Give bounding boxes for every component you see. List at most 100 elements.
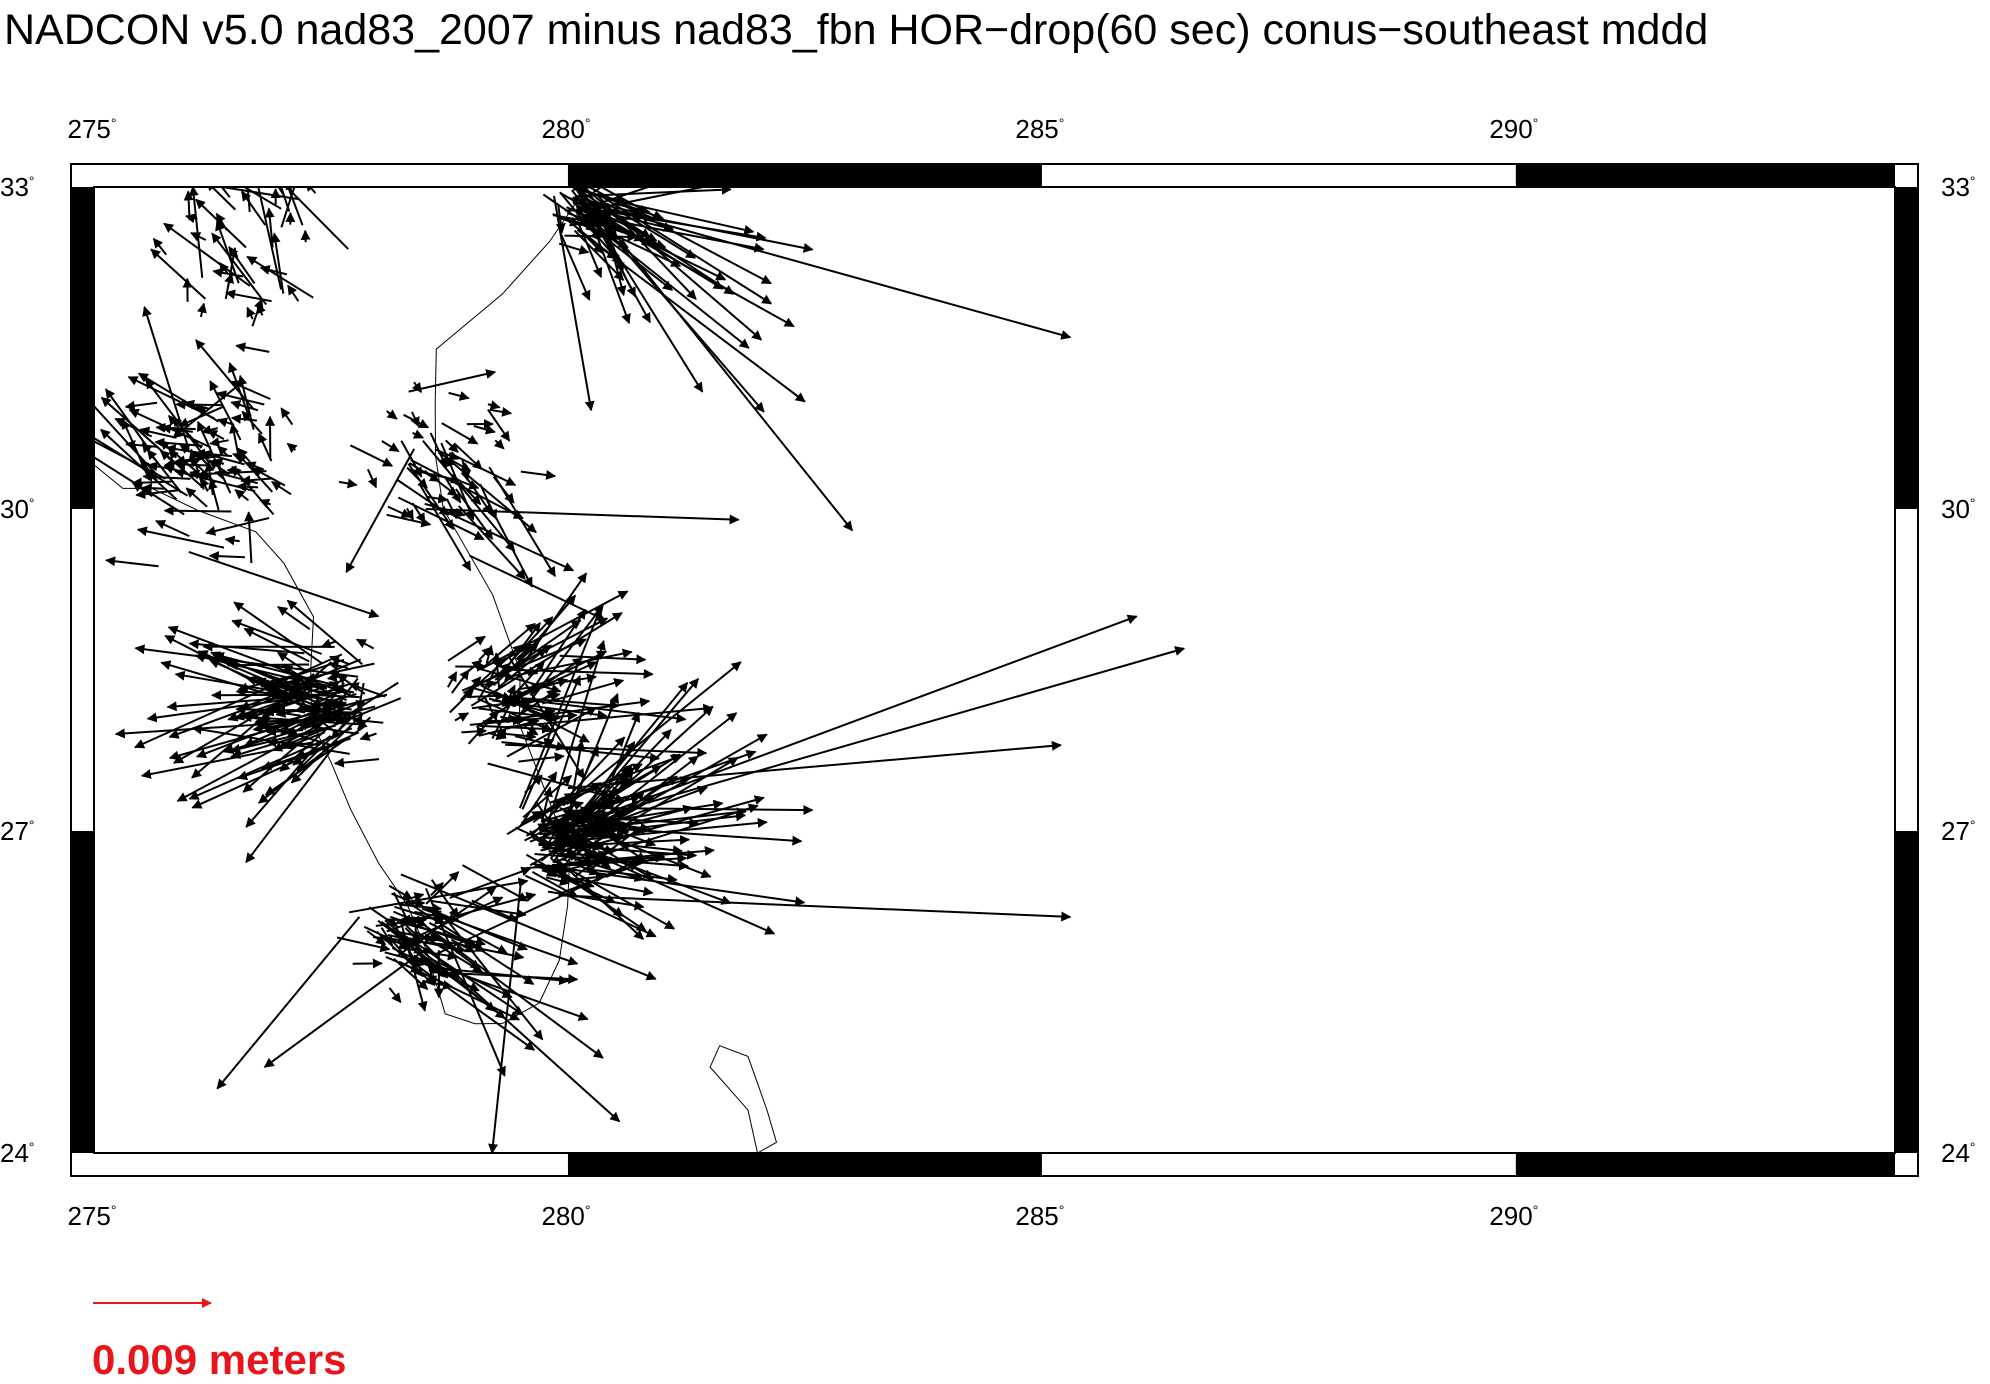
frame-bar-left [71,187,94,509]
vector-arrow [216,916,361,1090]
vector-arrow [393,910,428,927]
lon-tick-label-top: 285° [1015,114,1064,144]
vector-arrow [215,187,298,200]
vector-arrow [488,884,522,1153]
vector-arrow [215,220,240,284]
vector-arrow [387,505,412,518]
vector-arrow [566,211,667,249]
vector-arrow [391,947,480,992]
vector-arrow [447,671,458,688]
vector-arrow [558,242,590,255]
vector-arrow [211,232,267,306]
vector-arrow [529,614,1138,843]
vector-arrow [208,551,245,562]
vector-arrow [425,928,481,970]
frame-bar-bottom [567,1153,1042,1176]
vector-arrow [400,440,423,478]
vector-arrow [263,948,427,1068]
vector-arrow [550,858,676,930]
displacement-vectors [94,100,1186,1153]
vector-arrow [564,231,638,242]
vector-arrow [414,930,483,973]
vector-arrow [214,469,258,485]
lon-tick-label-bottom: 275° [68,1201,117,1231]
vector-arrow [541,864,564,875]
vector-arrow [345,448,416,574]
vector-arrow [355,638,375,650]
lon-tick-label-bottom: 285° [1015,1201,1064,1231]
vector-arrow [435,857,643,955]
vector-arrow [100,396,204,489]
vector-arrow [305,139,354,186]
vector-arrow [195,339,254,410]
vector-arrow [205,517,270,536]
vector-arrow [410,459,524,520]
vector-arrow [334,681,399,724]
lat-tick-label-right: 30° [1941,494,1976,524]
vector-arrow [555,205,566,234]
vector-arrow [381,440,400,453]
vector-arrow [450,938,476,953]
vector-arrow [257,432,273,462]
vector-arrow [128,408,212,449]
vector-arrow [590,733,768,836]
vector-arrow [437,507,575,572]
vector-arrow [559,844,698,860]
vector-arrow [331,717,349,740]
vector-arrow [441,422,479,445]
vector-arrow [114,717,346,739]
vector-arrow [359,731,377,741]
vector-arrow [320,638,337,649]
vector-arrow [487,762,626,804]
vector-arrow [198,100,218,167]
vector-arrow [104,388,151,451]
vector-arrow [567,740,1062,790]
vector-arrow [155,519,190,538]
vector-arrow [603,197,755,235]
vector-arrow [322,701,352,712]
vector-arrow [275,705,333,716]
vector-arrow [225,289,272,303]
vector-arrow [259,498,272,509]
vector-arrow [277,605,311,631]
vector-arrow [461,638,587,692]
vector-arrow [209,437,229,447]
vector-arrow [229,380,271,400]
vector-arrow [480,679,497,690]
vector-arrow [515,594,577,666]
vector-arrow [547,863,572,874]
vector-arrow [525,822,549,837]
vector-arrow [224,535,240,546]
vector-arrow [235,342,270,353]
vector-arrow [94,404,158,476]
vector-arrow [507,697,651,721]
vector-arrow [389,915,479,949]
vector-arrow [142,471,191,482]
vector-arrow [418,483,472,572]
vector-arrow [450,669,470,694]
vector-arrow [191,731,360,809]
vector-arrow [437,452,472,472]
vector-arrow [277,187,285,195]
vector-arrow [400,873,657,981]
vector-arrow [236,452,274,493]
vector-arrow [264,207,275,248]
vector-arrow [575,209,750,349]
vector-arrow [150,248,207,300]
vector-arrow [466,690,506,701]
vector-arrow [525,698,687,724]
vector-arrow [164,457,204,469]
vector-arrow [338,478,358,489]
vector-arrow [514,661,598,701]
vector-arrow [189,109,218,154]
vector-arrow [236,481,259,492]
vector-arrow [588,711,641,835]
vector-arrow [152,237,167,256]
vector-arrow [459,676,482,701]
frame-bar-top [1515,164,1895,187]
vector-arrow [508,657,585,780]
vector-arrow [286,599,363,665]
lat-tick-label-left: 30° [0,494,35,524]
vector-arrow [518,752,565,763]
vector-arrow [257,187,283,290]
